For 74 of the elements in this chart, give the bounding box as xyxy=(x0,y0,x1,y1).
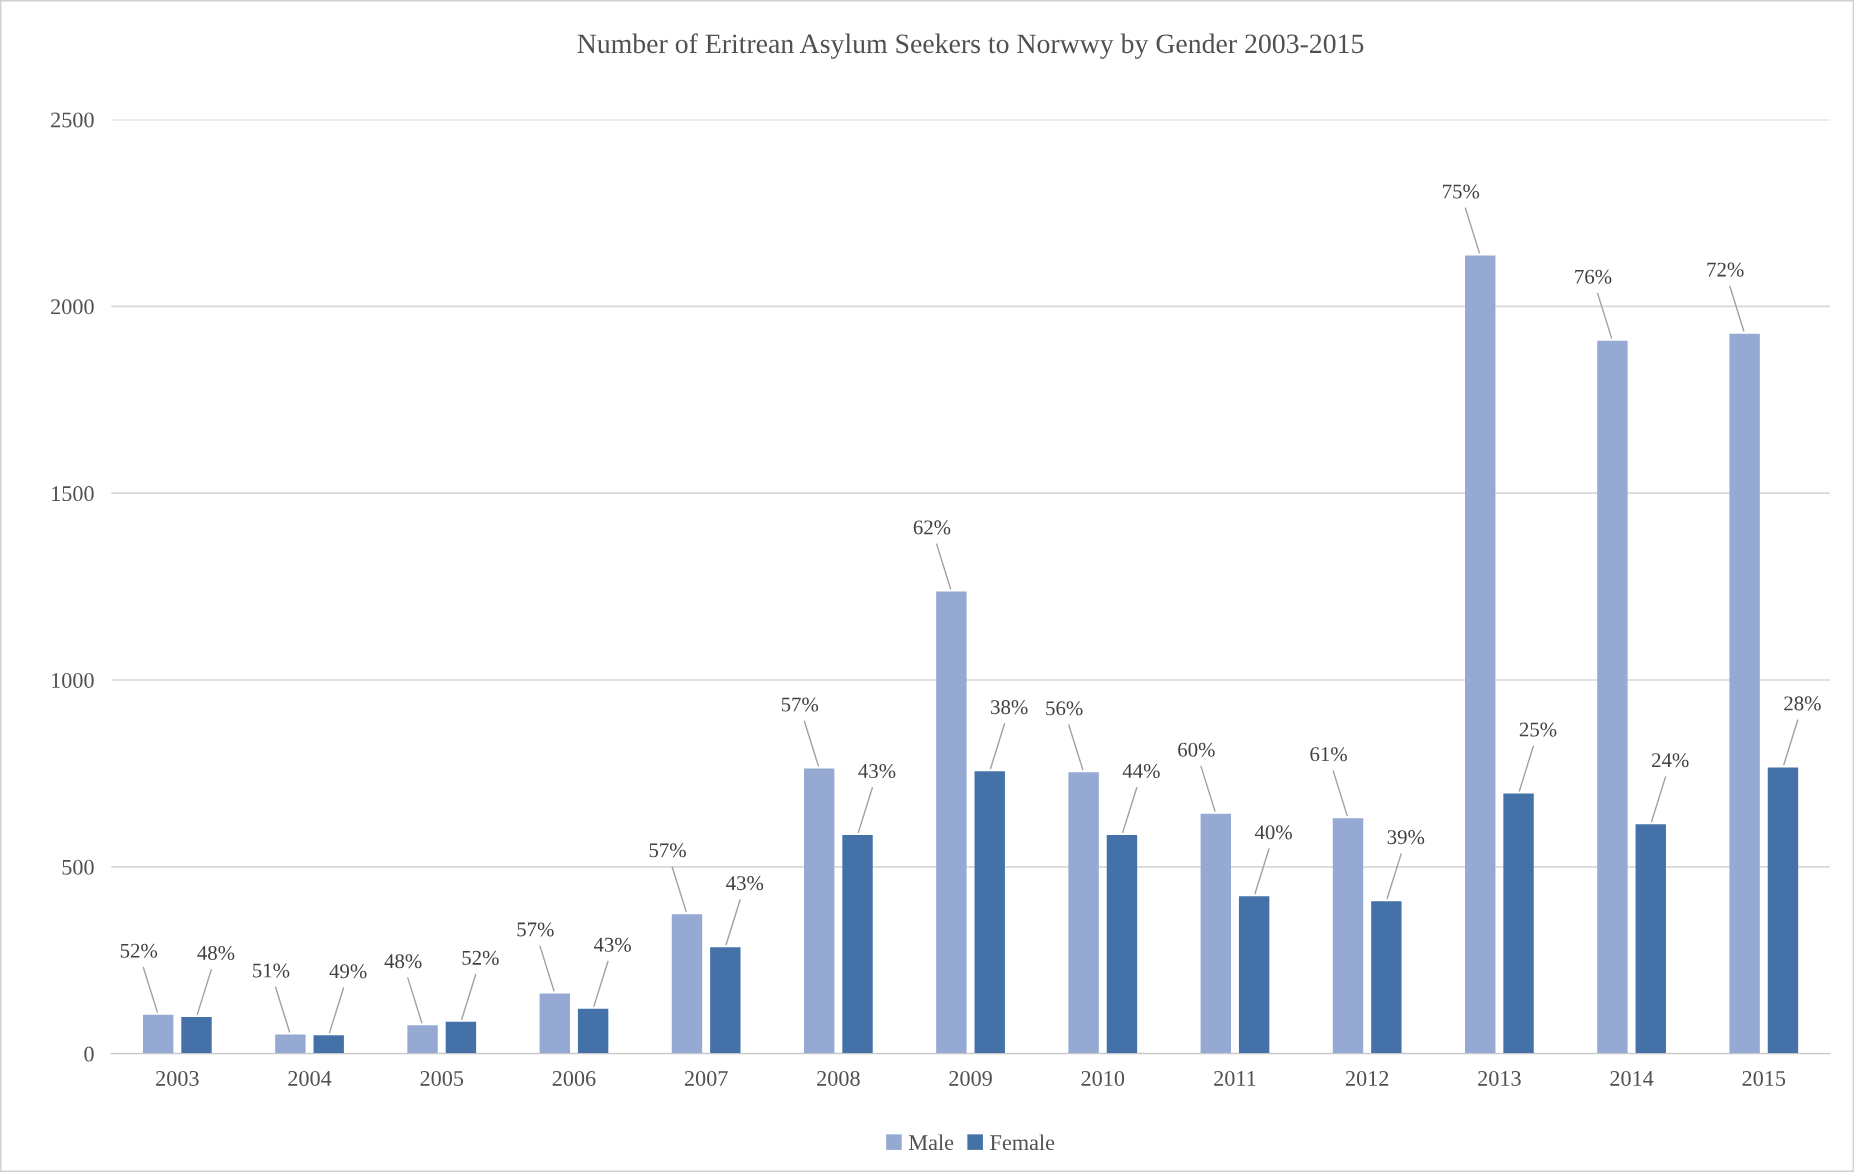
annotation: 39% xyxy=(1387,830,1425,845)
x-tick-label: 2015 xyxy=(1742,1070,1786,1086)
bar xyxy=(539,993,570,1054)
annotation: 40% xyxy=(1254,825,1292,840)
x-tick-label: 2010 xyxy=(1081,1070,1125,1086)
annotation: 48% xyxy=(384,954,422,969)
bar xyxy=(1238,896,1270,1054)
bar xyxy=(803,768,835,1054)
y-tick-label: 0 xyxy=(84,1046,94,1062)
annotation: 28% xyxy=(1784,696,1821,711)
bar xyxy=(1465,255,1496,1054)
bar xyxy=(1200,813,1232,1054)
bar xyxy=(1332,818,1364,1054)
annotation: 25% xyxy=(1519,722,1557,737)
bar xyxy=(407,1025,438,1054)
annotation: 52% xyxy=(120,943,158,958)
annotation: 38% xyxy=(991,700,1028,715)
annotation: 60% xyxy=(1178,742,1215,757)
annotation: 56% xyxy=(1046,701,1083,716)
x-tick-label: 2014 xyxy=(1610,1070,1654,1086)
annotation: 24% xyxy=(1652,753,1689,768)
annotation: 62% xyxy=(913,520,951,535)
annotation: 57% xyxy=(649,843,686,858)
x-tick-label: 2004 xyxy=(288,1070,332,1086)
annotation: 75% xyxy=(1443,184,1480,199)
bar xyxy=(671,914,703,1054)
bar xyxy=(1106,835,1138,1054)
bar xyxy=(445,1021,477,1054)
x-tick-label: 2008 xyxy=(817,1070,860,1086)
y-tick-label: 2500 xyxy=(51,112,94,128)
bar xyxy=(1767,767,1799,1054)
y-tick-label: 1500 xyxy=(52,486,94,502)
annotation: 61% xyxy=(1310,747,1347,762)
x-tick-label: 2003 xyxy=(156,1070,199,1086)
annotation: 43% xyxy=(858,763,896,779)
bar xyxy=(1068,772,1099,1054)
y-tick-label: 500 xyxy=(62,859,94,875)
annotation: 72% xyxy=(1707,262,1744,277)
bar xyxy=(1635,824,1666,1054)
bar xyxy=(1597,340,1628,1054)
bar xyxy=(142,1014,174,1054)
x-tick-label: 2009 xyxy=(949,1070,992,1086)
bar xyxy=(936,591,967,1054)
legend-label: Male xyxy=(909,1134,954,1151)
bar xyxy=(313,1035,344,1054)
annotation: 51% xyxy=(253,963,290,978)
annotation: 44% xyxy=(1122,763,1160,779)
x-tick-label: 2006 xyxy=(552,1070,596,1086)
annotation: 52% xyxy=(462,950,499,965)
bar xyxy=(1503,793,1534,1054)
annotation: 43% xyxy=(593,937,631,952)
bar xyxy=(577,1008,609,1054)
y-tick-label: 1000 xyxy=(52,672,94,688)
x-tick-label: 2007 xyxy=(684,1070,728,1086)
legend-label: Female xyxy=(990,1134,1055,1151)
bar xyxy=(275,1034,306,1054)
x-tick-label: 2012 xyxy=(1345,1070,1389,1086)
chart-title: Number of Eritrean Asylum Seekers to Norwwy by Gender 2003-2015 xyxy=(577,33,1364,59)
annotation: 48% xyxy=(197,945,235,961)
bar xyxy=(1371,901,1402,1054)
x-tick-label: 2013 xyxy=(1478,1070,1521,1086)
x-tick-label: 2005 xyxy=(420,1070,464,1086)
bar xyxy=(710,947,741,1054)
bar xyxy=(1729,333,1760,1054)
bar xyxy=(974,771,1005,1054)
annotation: 57% xyxy=(781,697,819,712)
bar xyxy=(181,1017,212,1054)
annotation: 76% xyxy=(1575,269,1612,284)
bar xyxy=(842,835,873,1054)
annotation: 57% xyxy=(517,922,554,937)
annotation: 43% xyxy=(726,876,764,891)
y-tick-label: 2000 xyxy=(51,299,94,315)
x-tick-label: 2011 xyxy=(1214,1070,1256,1086)
annotation: 49% xyxy=(329,964,367,979)
